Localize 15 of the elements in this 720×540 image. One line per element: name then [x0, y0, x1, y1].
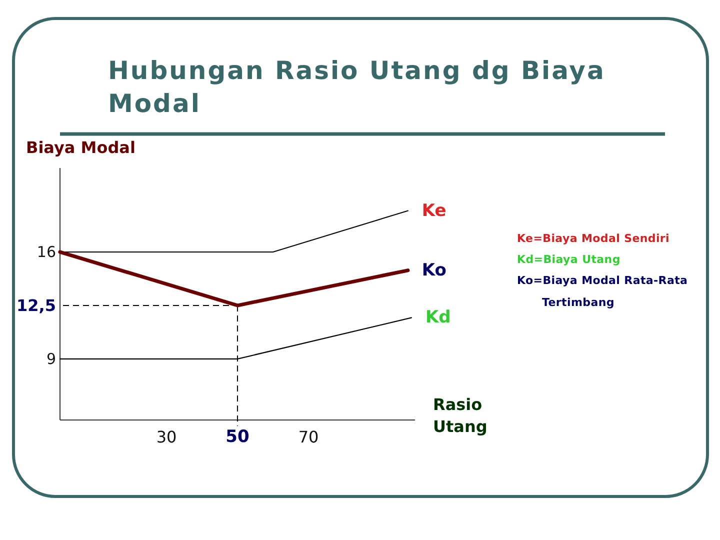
x-axis-title: Rasio Utang: [433, 395, 488, 436]
x-tick-label: 50: [226, 427, 250, 447]
chart-title: Hubungan Rasio Utang dg Biaya Modal: [108, 56, 606, 118]
x-tick-label: 70: [298, 428, 319, 446]
y-tick-label: 9: [46, 350, 56, 368]
y-axis-title: Biaya Modal: [26, 138, 136, 157]
y-tick-label: 12,5: [16, 296, 56, 315]
text: Kd=Biaya Utang: [517, 253, 620, 266]
text: Ke=Biaya Modal Sendiri: [517, 232, 670, 245]
y-tick-label: 16: [36, 243, 56, 261]
x-tick-label: 30: [156, 428, 177, 446]
series-label: Kd: [425, 308, 451, 328]
text: Ko=Biaya Modal Rata-Rata Tertimbang: [517, 274, 688, 309]
series-label: Ke: [422, 200, 446, 221]
series-label: Ko: [422, 260, 446, 280]
